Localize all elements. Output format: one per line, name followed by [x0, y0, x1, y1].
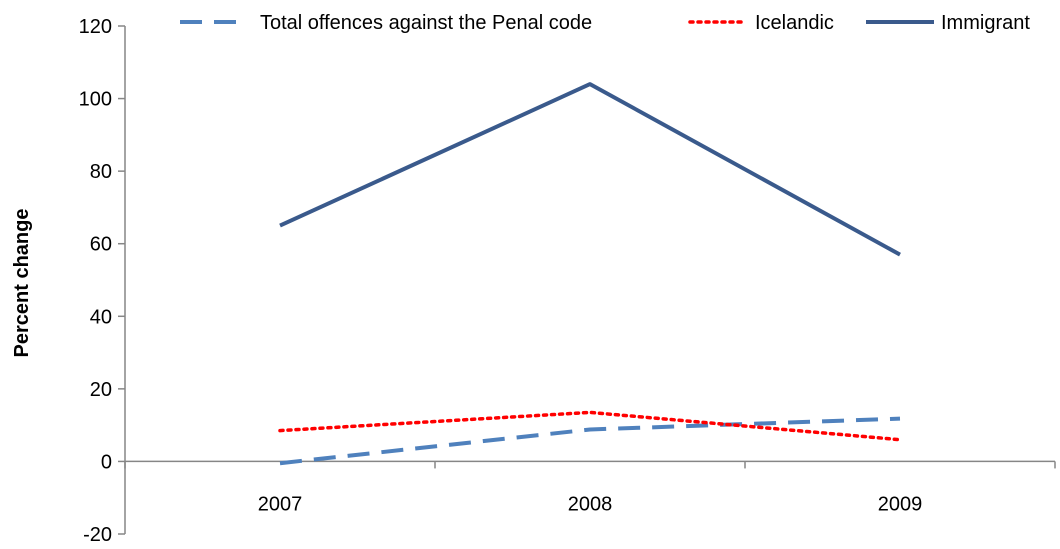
series-lines: [278, 82, 902, 466]
legend-item: Icelandic: [688, 12, 834, 34]
y-tick-label: 20: [90, 379, 112, 401]
x-tick-label: 2007: [258, 493, 303, 515]
legend-item: Total offences against the Penal code: [180, 12, 592, 34]
y-tick-label: 0: [101, 451, 112, 473]
series-line-3: [279, 82, 901, 257]
y-tick-label: 80: [90, 161, 112, 183]
legend-label: Icelandic: [755, 12, 834, 34]
x-tick-label: 2009: [878, 493, 923, 515]
legend-item: Immigrant: [866, 12, 1030, 34]
series-line-1: [279, 416, 901, 466]
y-tick-label: 40: [90, 306, 112, 328]
y-tick-label: 60: [90, 234, 112, 256]
y-tick-label: 120: [79, 16, 112, 38]
y-tick-label: 100: [79, 89, 112, 111]
legend: Total offences against the Penal code Ice…: [180, 12, 1030, 34]
axes: -20 0 20 40 60 80 100 120 2007 2008 2009: [79, 16, 1056, 546]
y-tick-label: -20: [83, 524, 112, 544]
x-tick-label: 2008: [568, 493, 613, 515]
y-axis-title: Percent change: [11, 209, 33, 358]
legend-label: Total offences against the Penal code: [260, 12, 592, 34]
series-line-2: [278, 410, 902, 442]
legend-label: Immigrant: [941, 12, 1030, 34]
